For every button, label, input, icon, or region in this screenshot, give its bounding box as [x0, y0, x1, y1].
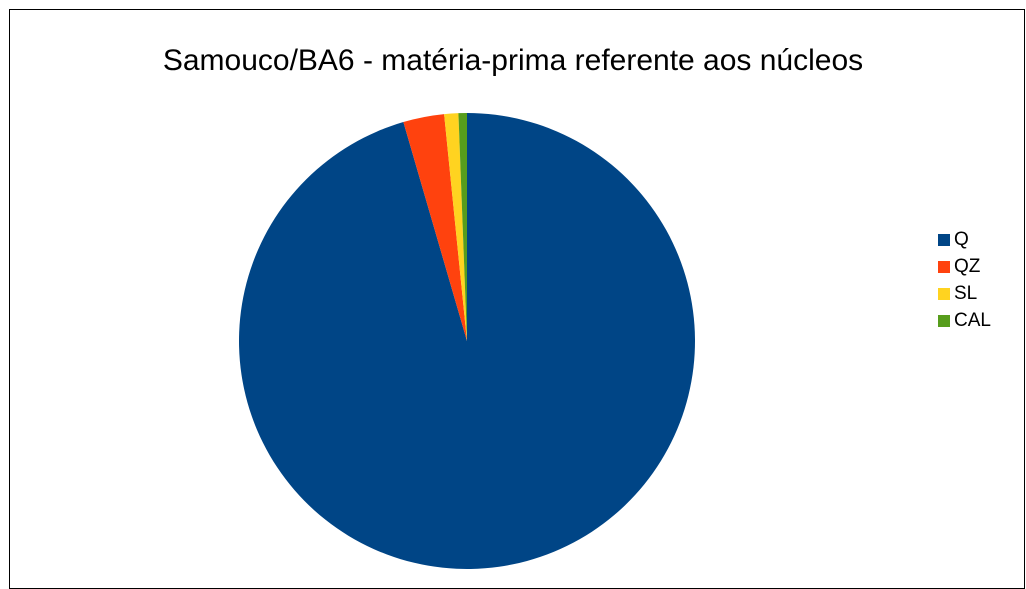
- legend-item-cal: CAL: [938, 307, 991, 334]
- legend-label: CAL: [954, 310, 991, 331]
- legend-swatch: [938, 260, 950, 273]
- pie-slice-sl: [444, 113, 467, 341]
- pie-slice-qz: [403, 114, 467, 341]
- pie-chart: [238, 113, 696, 570]
- pie-slice-cal: [458, 113, 467, 341]
- legend-label: QZ: [954, 256, 981, 277]
- legend-label: Q: [954, 229, 969, 250]
- legend-swatch: [938, 314, 950, 327]
- legend-label: SL: [954, 283, 978, 304]
- chart-title: Samouco/BA6 - matéria-prima referente ao…: [162, 44, 864, 77]
- legend-item-q: Q: [938, 226, 991, 253]
- legend-item-sl: SL: [938, 280, 991, 307]
- legend-swatch: [938, 233, 950, 246]
- legend-swatch: [938, 287, 950, 300]
- legend: Q QZ SL CAL: [938, 226, 991, 334]
- pie-slice-q: [238, 113, 696, 570]
- legend-item-qz: QZ: [938, 253, 991, 280]
